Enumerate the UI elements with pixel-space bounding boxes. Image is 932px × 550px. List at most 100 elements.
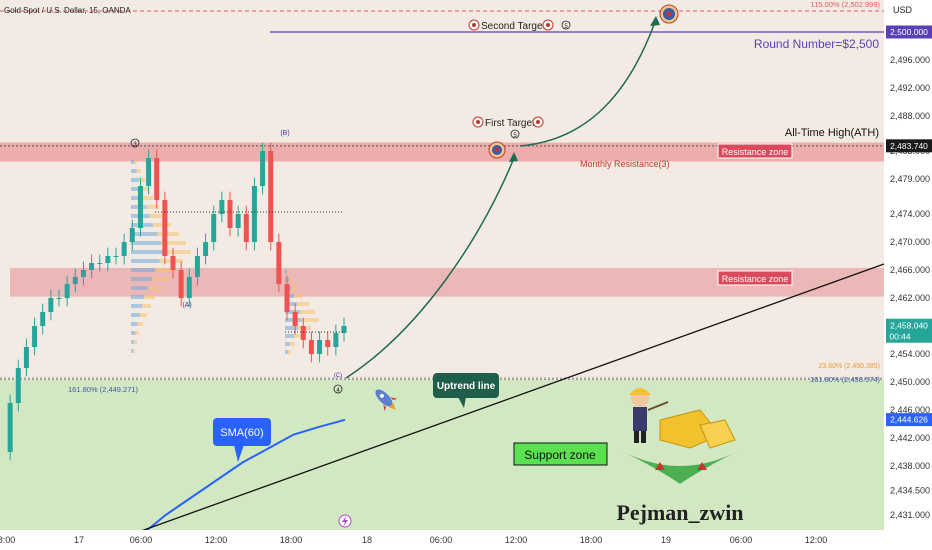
price-tick-label: 2,479.000 [890, 174, 930, 184]
resistance-zone-mid-tag: Resistance zone [717, 270, 793, 286]
time-tick-label: 12:00 [205, 535, 228, 545]
volume-profile-bar [285, 350, 288, 354]
volume-profile-bar [153, 223, 171, 227]
svg-text:Second Target: Second Target [481, 21, 546, 32]
candle-bullish [40, 312, 46, 326]
volume-profile-bar [300, 310, 315, 314]
volume-profile-bar [131, 331, 136, 335]
wave-label-3: 3 [130, 138, 140, 148]
candle-bullish [56, 298, 62, 299]
volume-profile-bar [138, 178, 145, 182]
volume-profile-bar [131, 277, 152, 281]
candle-bullish [7, 403, 13, 452]
price-tick-label: 2,450.000 [890, 377, 930, 387]
candle-bullish [137, 186, 143, 228]
volume-profile-bar [131, 241, 162, 245]
candle-bullish [146, 158, 152, 186]
time-tick-label: 17 [74, 535, 84, 545]
candle-bearish [170, 256, 176, 270]
volume-profile-bar [289, 278, 293, 282]
time-tick-label: 06:00 [430, 535, 453, 545]
uptrend-line[interactable] [129, 263, 885, 536]
projection-arrow-2 [519, 21, 656, 147]
volume-profile-bar [131, 340, 135, 344]
volume-profile-bar [131, 349, 134, 353]
time-tick-label: 06:00 [130, 535, 153, 545]
svg-text:5: 5 [564, 24, 568, 30]
resistance-zone-top-tag: Resistance zone [717, 143, 793, 159]
volume-profile-bar [137, 322, 143, 326]
lightning-icon[interactable] [338, 514, 352, 528]
volume-profile-bar [294, 294, 303, 298]
svg-text:3: 3 [133, 142, 137, 148]
candle-bullish [211, 214, 217, 242]
time-tick-label: 18:00 [580, 535, 603, 545]
svg-text:First Target: First Target [485, 118, 535, 129]
volume-profile-bar [291, 286, 297, 290]
wave-label-c: (C) [334, 373, 342, 379]
target-marker-2 [659, 4, 679, 24]
round-number-label: Round Number=$2,500 [754, 37, 879, 51]
sma-60-line [139, 418, 346, 537]
candle-bullish [80, 270, 86, 277]
candle-bullish [48, 298, 54, 312]
candle-bullish [105, 256, 111, 263]
candle-bullish [186, 277, 192, 298]
candle-bullish [129, 228, 135, 242]
volume-profile-bar [131, 268, 156, 272]
second-target-label: Second Target 5 [468, 19, 571, 32]
svg-text:2,500.000: 2,500.000 [890, 27, 928, 37]
time-tick-label: 18:00 [0, 535, 15, 545]
volume-profile-bar [285, 270, 287, 274]
svg-text:4: 4 [336, 388, 340, 394]
candle-bullish [97, 263, 103, 264]
candle-bearish [227, 200, 233, 228]
time-axis[interactable] [0, 530, 932, 550]
svg-text:00:44: 00:44 [889, 332, 911, 342]
price-label-current: 2,458.040 00:44 [886, 318, 932, 343]
svg-text:2,458.040: 2,458.040 [890, 321, 928, 331]
svg-text:Support zone: Support zone [524, 448, 596, 462]
time-axis-ticks: 18:00 17 06:00 12:00 18:00 18 06:00 12:00 18:00 1… [0, 535, 827, 545]
time-tick-label: 18:00 [280, 535, 303, 545]
candle-bullish [15, 368, 21, 403]
volume-profile-bar [131, 178, 139, 182]
ath-label: All-Time High(ATH) [785, 127, 879, 139]
volume-profile-bar [139, 313, 147, 317]
candle-bullish [194, 256, 200, 277]
candle-bearish [162, 200, 168, 256]
candle-bullish [341, 326, 347, 333]
author-mascot-graphic [620, 388, 740, 484]
svg-text:5: 5 [513, 133, 517, 139]
candle-bullish [32, 326, 38, 347]
volume-profile-bar [142, 304, 151, 308]
volume-profile-bar [147, 286, 161, 290]
currency-label[interactable]: USD [893, 5, 913, 15]
volume-profile-bar [136, 169, 141, 173]
wave-label-b: (B) [280, 130, 289, 137]
volume-profile-bar [161, 241, 186, 245]
candle-bearish [243, 214, 249, 242]
symbol-title: Gold Spot / U.S. Dollar, 15, OANDA [4, 6, 131, 15]
svg-text:Resistance zone: Resistance zone [722, 147, 789, 157]
projection-arrowhead-2 [650, 16, 660, 26]
candle-bearish [292, 312, 298, 326]
volume-profile-bar [131, 232, 158, 236]
volume-profile-bar [135, 331, 139, 335]
volume-profile-bar [287, 270, 289, 274]
price-axis[interactable] [884, 0, 932, 550]
volume-profile-bar [131, 286, 148, 290]
candle-bullish [317, 340, 323, 354]
svg-text:Uptrend line: Uptrend line [437, 381, 496, 392]
price-label-target: 2,500.000 [886, 25, 932, 39]
time-tick-label: 06:00 [730, 535, 753, 545]
volume-profile-bar [131, 196, 144, 200]
candle-bullish [113, 256, 119, 257]
candle-bullish [260, 151, 266, 186]
candle-bullish [121, 242, 127, 256]
price-tick-label: 2,431.000 [890, 510, 930, 520]
first-target-label: First Target 5 [472, 116, 544, 139]
monthly-resistance-label: Monthly Resistance(3) [580, 159, 670, 169]
